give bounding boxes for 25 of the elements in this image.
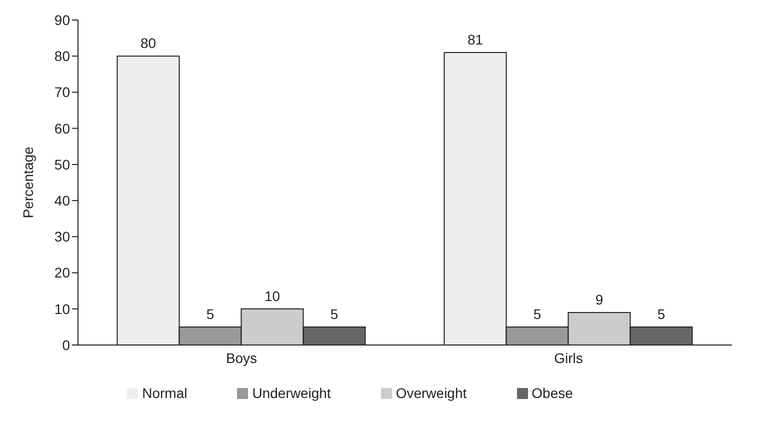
data-label: 5 <box>206 306 214 322</box>
y-tick-label: 20 <box>54 264 70 281</box>
y-axis-title: Percentage <box>20 146 36 218</box>
data-label: 80 <box>140 35 156 52</box>
y-tick-label: 40 <box>54 192 70 209</box>
legend-label: Obese <box>532 385 573 401</box>
legend-label: Normal <box>142 385 188 401</box>
y-tick-label: 30 <box>54 228 70 245</box>
y-tick-label: 80 <box>54 48 70 64</box>
x-tick-label: Girls <box>554 350 583 366</box>
x-tick-label: Boys <box>226 350 258 366</box>
data-label: 9 <box>595 292 604 308</box>
data-label: 5 <box>657 306 666 322</box>
data-label: 10 <box>264 288 280 304</box>
y-tick-label: 70 <box>54 84 70 100</box>
data-label: 81 <box>467 32 484 48</box>
y-tick-label: 50 <box>54 156 70 172</box>
y-tick-label: 90 <box>54 12 70 28</box>
y-tick-label: 10 <box>54 300 70 317</box>
y-tick-label: 60 <box>54 120 70 136</box>
y-tick-label: 0 <box>62 336 70 353</box>
legend-label: Underweight <box>252 385 331 401</box>
data-label: 5 <box>533 306 542 322</box>
data-label: 5 <box>330 306 338 322</box>
legend-label: Overweight <box>396 385 467 401</box>
